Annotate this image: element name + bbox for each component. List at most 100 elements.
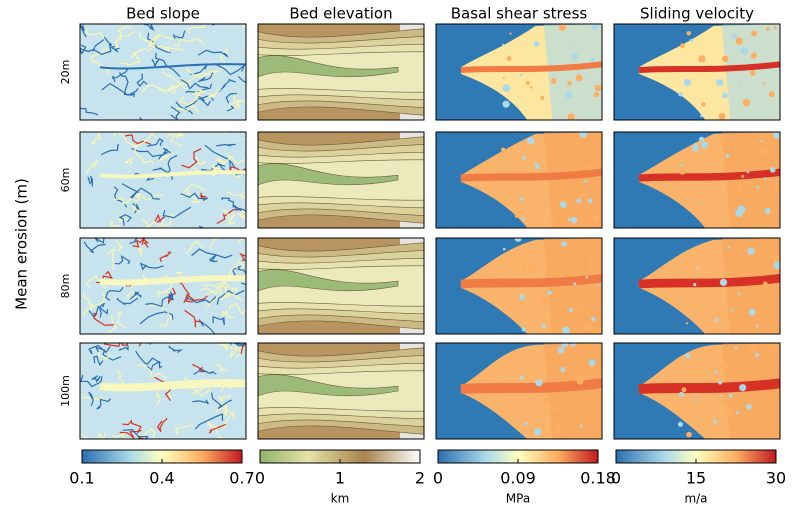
y-label: Mean erosion (m) xyxy=(13,178,31,310)
channel xyxy=(96,398,112,410)
speckle xyxy=(773,26,777,30)
map xyxy=(436,24,602,120)
channel xyxy=(185,240,204,255)
speckle xyxy=(594,84,602,92)
channel xyxy=(170,106,181,120)
channel xyxy=(89,36,111,51)
speckle xyxy=(713,158,720,164)
speckle xyxy=(576,377,584,385)
trunk xyxy=(99,275,246,286)
speckle xyxy=(519,197,524,201)
channel xyxy=(238,76,246,84)
channel xyxy=(194,413,224,430)
speckle xyxy=(525,80,530,85)
speckle xyxy=(568,42,571,45)
channel xyxy=(88,391,94,407)
channel xyxy=(100,144,120,156)
speckle xyxy=(725,153,730,158)
channel xyxy=(216,143,236,147)
channel xyxy=(88,344,111,355)
row-label: 60m xyxy=(59,168,72,193)
channel xyxy=(184,309,203,328)
column-title: Basal shear stress xyxy=(451,5,588,23)
speckle xyxy=(742,99,751,107)
speckle xyxy=(756,185,760,189)
channel xyxy=(137,364,167,380)
channel xyxy=(130,187,160,200)
column-title: Bed elevation xyxy=(289,5,392,23)
speckle xyxy=(504,412,508,416)
channel xyxy=(231,265,246,277)
speckle xyxy=(736,184,743,190)
channel xyxy=(184,97,211,109)
speckle xyxy=(694,398,698,402)
speckle xyxy=(746,170,750,174)
map-panel xyxy=(257,237,425,335)
channel xyxy=(108,30,135,49)
colorbar-unit: MPa xyxy=(506,492,530,506)
channel xyxy=(104,286,124,301)
speckle xyxy=(700,114,703,118)
channel xyxy=(226,166,246,175)
speckle xyxy=(755,324,759,328)
speckle xyxy=(716,79,724,87)
map xyxy=(436,132,602,228)
channel xyxy=(204,287,224,296)
channel xyxy=(139,262,164,271)
channel xyxy=(126,291,136,300)
channel xyxy=(162,213,176,227)
channel xyxy=(129,291,142,300)
speckle xyxy=(522,265,527,270)
speckle xyxy=(763,82,766,85)
channel xyxy=(146,45,170,52)
channel xyxy=(116,310,126,329)
speckle xyxy=(730,308,734,312)
channel xyxy=(217,343,237,352)
channel xyxy=(117,213,129,222)
speckle xyxy=(506,55,512,61)
colorbar-tick-label: 0.09 xyxy=(500,469,536,488)
map xyxy=(436,238,602,334)
row-label: 80m xyxy=(59,274,72,299)
speckle xyxy=(502,43,505,46)
speckle xyxy=(727,245,730,249)
map xyxy=(80,132,246,228)
channel xyxy=(190,387,205,395)
channel xyxy=(95,346,122,361)
speckle xyxy=(530,193,534,197)
ice-margin xyxy=(543,132,602,228)
channel xyxy=(114,239,124,252)
speckle xyxy=(590,57,595,63)
speckle xyxy=(597,283,600,286)
colorbar-unit: m/a xyxy=(684,492,707,506)
speckle xyxy=(547,290,552,295)
ice-margin xyxy=(543,343,602,439)
channel xyxy=(80,432,89,439)
channel xyxy=(93,355,104,367)
channel xyxy=(142,218,166,228)
speckle xyxy=(679,168,686,175)
speckle xyxy=(570,343,576,347)
channel xyxy=(92,42,113,55)
speckle xyxy=(738,83,741,86)
speckle xyxy=(545,408,549,412)
channel xyxy=(86,160,99,174)
channel xyxy=(114,255,131,265)
channel xyxy=(233,204,246,213)
speckle xyxy=(749,344,758,352)
channel xyxy=(85,27,106,40)
map xyxy=(614,343,780,439)
channel xyxy=(175,132,186,139)
speckle xyxy=(721,92,728,99)
channel xyxy=(228,212,235,227)
channel xyxy=(216,265,239,286)
channel xyxy=(225,92,237,112)
channel xyxy=(206,294,229,308)
speckle xyxy=(502,76,505,79)
speckle xyxy=(721,55,729,63)
speckle xyxy=(585,276,589,279)
channel xyxy=(181,148,202,169)
speckle xyxy=(718,113,726,120)
channel xyxy=(212,164,221,176)
map xyxy=(258,238,424,334)
